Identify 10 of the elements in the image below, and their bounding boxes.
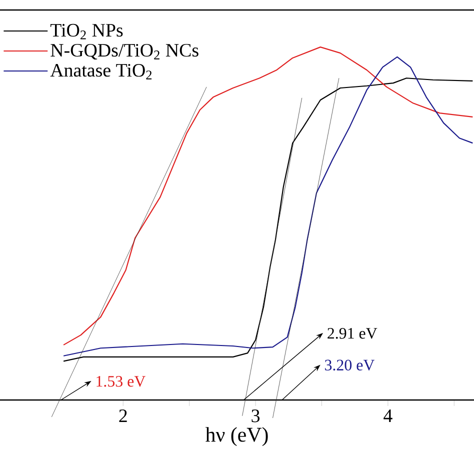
annotation: 1.53 eV — [96, 376, 146, 387]
legend-label: TiO$_{2}$ NPs — [50, 24, 123, 40]
x-tick-label: 4 — [384, 410, 392, 422]
annotation: 2.91 eV — [328, 328, 378, 339]
legend-label: N-GQDs/TiO$_{2}$ NCs — [50, 44, 198, 60]
x-tick-label: 2 — [119, 410, 127, 422]
legend-label: Anatase TiO$_{2}$ — [50, 64, 152, 80]
annotation: 3.20 eV — [325, 360, 375, 371]
x-axis-title: hν (eV) — [205, 427, 268, 446]
x-tick-label: 3 — [252, 410, 260, 422]
